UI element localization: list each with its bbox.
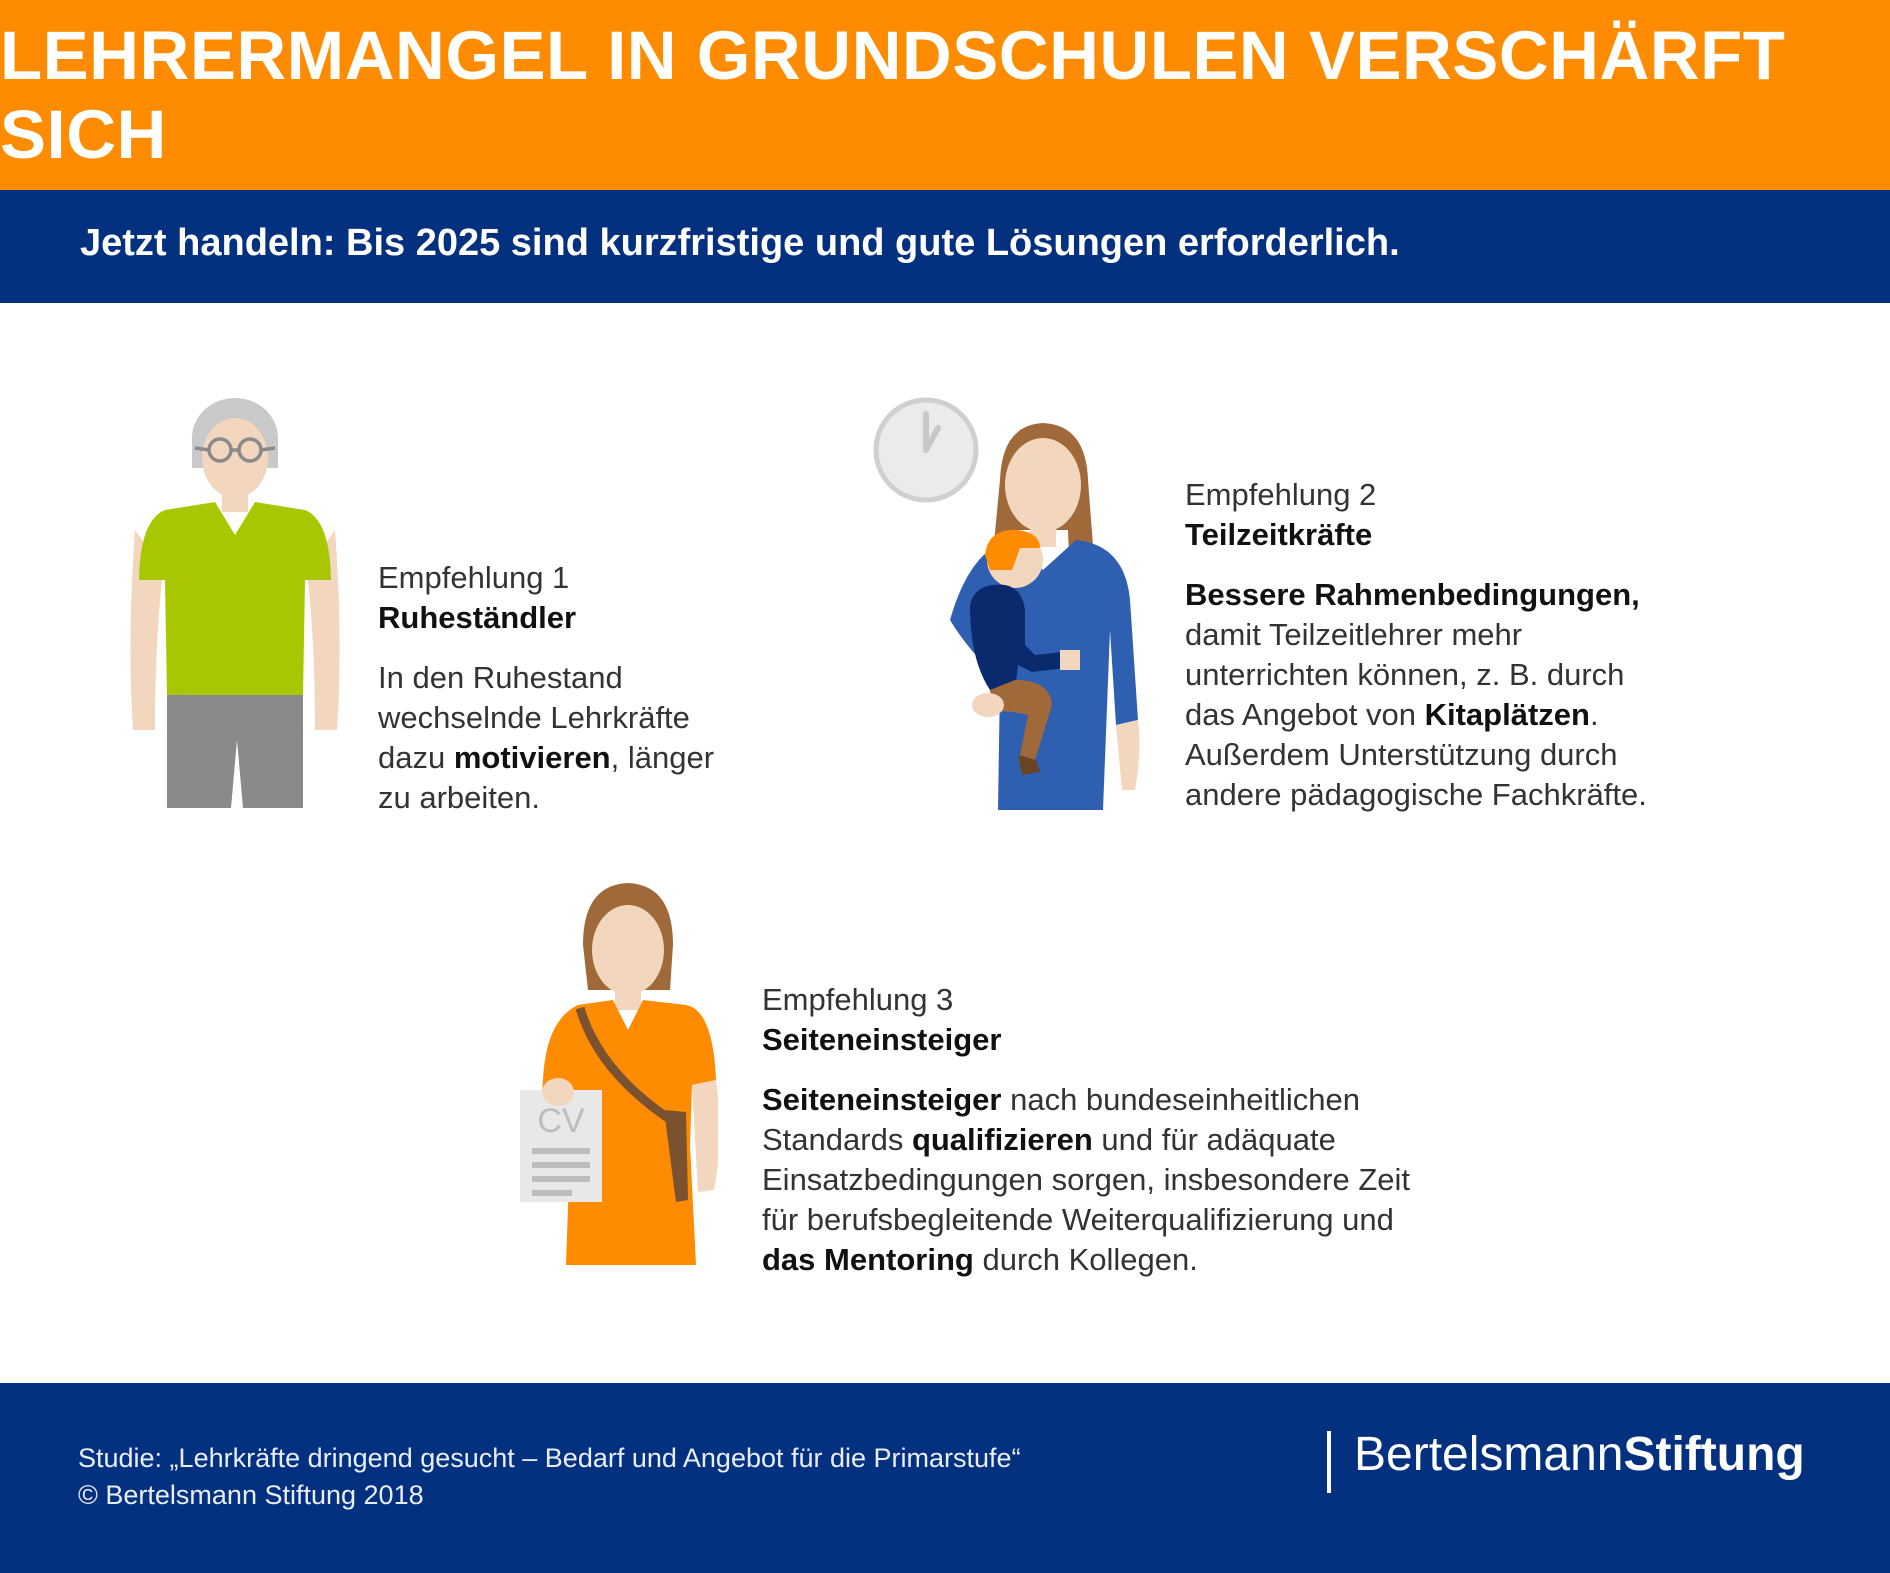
recommendation-1: Empfehlung 1 Ruheständler In den Ruhesta… xyxy=(378,558,778,818)
body-text: unterrichten können, z. B. durch xyxy=(1185,657,1625,692)
recommendation-body: Seiteneinsteiger nach bundeseinheitliche… xyxy=(762,1080,1482,1280)
emphasis-text: Kitaplätzen xyxy=(1424,697,1590,732)
body-text: Einsatzbedingungen sorgen, insbesondere … xyxy=(762,1162,1411,1197)
body-text: Standards xyxy=(762,1122,912,1157)
body-text: durch Kollegen. xyxy=(973,1242,1198,1277)
recommendation-title: Seiteneinsteiger xyxy=(762,1022,1002,1057)
recommendation-2: Empfehlung 2 Teilzeitkräfte Bessere Rahm… xyxy=(1185,475,1705,815)
body-text: andere pädagogische Fachkräfte. xyxy=(1185,777,1647,812)
logo-divider xyxy=(1327,1431,1331,1493)
body-text: . xyxy=(1589,697,1599,732)
subtitle-bar: Jetzt handeln: Bis 2025 sind kurzfristig… xyxy=(0,190,1890,303)
logo-part-1: Bertelsmann xyxy=(1354,1428,1624,1481)
page-subtitle: Jetzt handeln: Bis 2025 sind kurzfristig… xyxy=(80,222,1400,264)
recommendation-3: Empfehlung 3 Seiteneinsteiger Seiteneins… xyxy=(762,980,1482,1280)
page-title: LEHRERMANGEL IN GRUNDSCHULEN VERSCHÄRFT … xyxy=(0,17,1786,173)
recommendation-body: Bessere Rahmenbedingungen, damit Teilzeit… xyxy=(1185,575,1705,815)
mother-with-child-illustration xyxy=(950,423,1140,810)
cv-label: CV xyxy=(537,1102,585,1140)
emphasis-text: Seiteneinsteiger xyxy=(762,1082,1002,1117)
body-text: das Angebot von xyxy=(1185,697,1425,732)
emphasis-text: qualifizieren xyxy=(911,1122,1093,1157)
recommendation-title: Ruheständler xyxy=(378,600,577,635)
emphasis-text: motivieren xyxy=(453,740,611,775)
retiree-illustration xyxy=(130,398,340,808)
emphasis-text: Bessere Rahmenbedingungen, xyxy=(1185,577,1640,612)
recommendation-title: Teilzeitkräfte xyxy=(1185,517,1373,552)
bertelsmann-stiftung-logo: BertelsmannStiftung xyxy=(1354,1427,1805,1482)
recommendation-kicker: Empfehlung 2 xyxy=(1185,477,1377,512)
recommendation-kicker: Empfehlung 1 xyxy=(378,560,570,595)
body-text: , länger xyxy=(610,740,715,775)
emphasis-text: das Mentoring xyxy=(762,1242,974,1277)
recommendation-kicker: Empfehlung 3 xyxy=(762,982,954,1017)
logo-part-2: Stiftung xyxy=(1623,1428,1805,1481)
body-text: nach bundeseinheitlichen xyxy=(1001,1082,1360,1117)
body-text: wechselnde Lehrkräfte xyxy=(378,700,690,735)
recommendation-body: In den Ruhestand wechselnde Lehrkräfte daz… xyxy=(378,658,778,818)
body-text: damit Teilzeitlehrer mehr xyxy=(1185,617,1523,652)
body-text: und für adäquate xyxy=(1092,1122,1336,1157)
body-text: Außerdem Unterstützung durch xyxy=(1185,737,1618,772)
title-banner: LEHRERMANGEL IN GRUNDSCHULEN VERSCHÄRFT … xyxy=(0,0,1890,190)
study-citation: Studie: „Lehrkräfte dringend gesucht – B… xyxy=(78,1440,1021,1514)
body-text: In den Ruhestand xyxy=(378,660,623,695)
footer: Studie: „Lehrkräfte dringend gesucht – B… xyxy=(0,1383,1890,1573)
study-line-2: © Bertelsmann Stiftung 2018 xyxy=(78,1480,424,1510)
clock-icon xyxy=(873,397,979,503)
study-line-1: Studie: „Lehrkräfte dringend gesucht – B… xyxy=(78,1443,1021,1473)
body-text: für berufsbegleitende Weiterqualifizieru… xyxy=(762,1202,1394,1237)
body-text: zu arbeiten. xyxy=(378,780,540,815)
body-text: dazu xyxy=(378,740,454,775)
career-changer-illustration: CV xyxy=(520,883,718,1265)
